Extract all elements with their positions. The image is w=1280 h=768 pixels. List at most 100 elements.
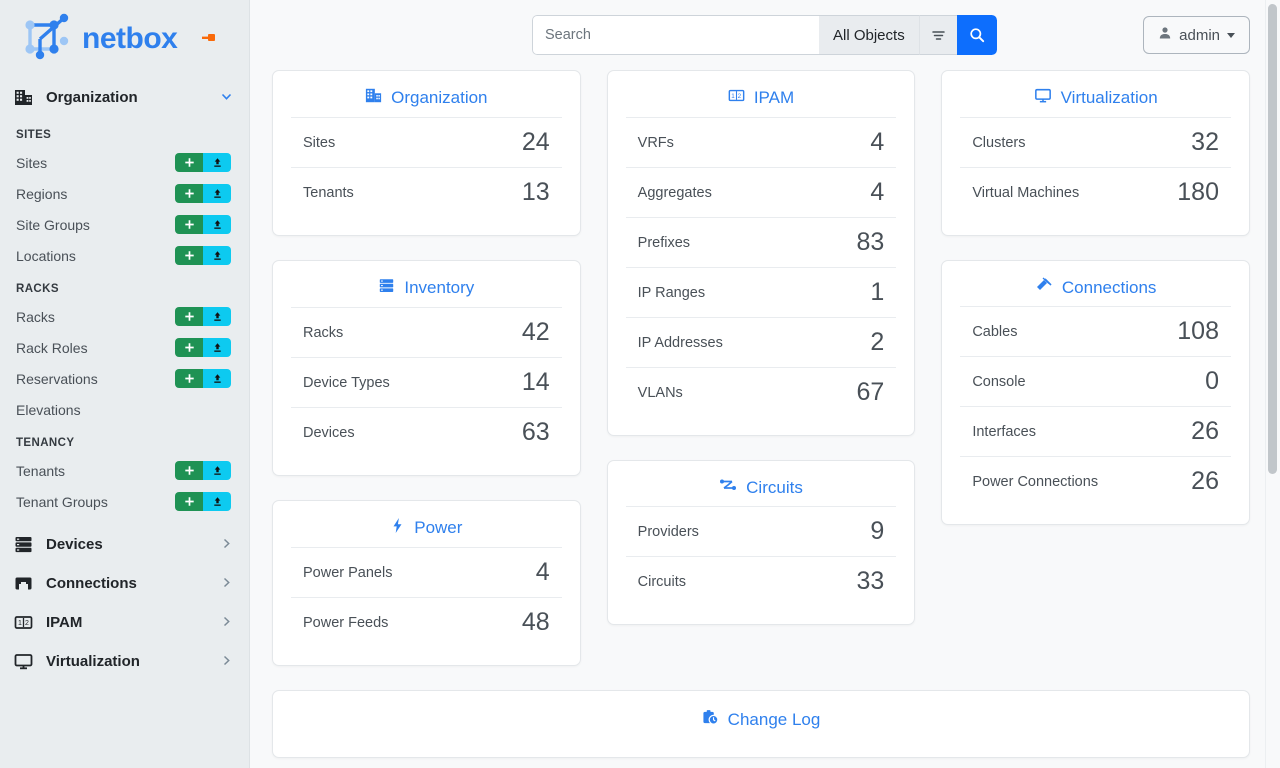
pin-icon[interactable] — [201, 30, 219, 48]
stat-row[interactable]: Console 0 — [960, 356, 1231, 406]
stat-row[interactable]: Clusters 32 — [960, 117, 1231, 167]
stat-row[interactable]: Power Feeds 48 — [291, 597, 562, 647]
sidebar-item-label: Rack Roles — [16, 339, 88, 356]
sidebar-item-reservations[interactable]: Reservations — [0, 363, 249, 394]
search-scope-dropdown[interactable]: All Objects — [819, 15, 919, 55]
sidebar-actions — [175, 307, 231, 326]
stat-label: Circuits — [637, 573, 686, 590]
sidebar-group-organization[interactable]: Organization — [0, 78, 249, 117]
add-locations-button[interactable] — [175, 246, 203, 265]
sidebar-item-rack-roles[interactable]: Rack Roles — [0, 332, 249, 363]
sidebar-group-connections[interactable]: Connections — [0, 564, 249, 603]
add-rack-roles-button[interactable] — [175, 338, 203, 357]
stat-row[interactable]: Power Panels 4 — [291, 547, 562, 597]
chevron-right-icon[interactable] — [220, 537, 233, 553]
stat-row[interactable]: Devices 63 — [291, 407, 562, 457]
search-submit-button[interactable] — [956, 15, 997, 55]
sidebar-item-tenants[interactable]: Tenants — [0, 455, 249, 486]
import-sites-button[interactable] — [203, 153, 231, 172]
filter-icon[interactable] — [918, 15, 957, 55]
sidebar-item-label: Site Groups — [16, 216, 90, 233]
card-title-power[interactable]: Power — [291, 517, 562, 539]
stat-row[interactable]: Sites 24 — [291, 117, 562, 167]
import-racks-button[interactable] — [203, 307, 231, 326]
add-racks-button[interactable] — [175, 307, 203, 326]
sidebar-item-tenant-groups[interactable]: Tenant Groups — [0, 486, 249, 517]
card-organization: Organization Sites 24 Tenants 13 — [272, 70, 581, 236]
search-input[interactable] — [532, 15, 819, 55]
sidebar-item-racks[interactable]: Racks — [0, 301, 249, 332]
dashboard-content: Organization Sites 24 Tenants 13 — [250, 70, 1280, 768]
stat-row[interactable]: VRFs 4 — [625, 117, 897, 167]
stat-row[interactable]: Power Connections 26 — [960, 456, 1231, 506]
stat-row[interactable]: Interfaces 26 — [960, 406, 1231, 456]
brand-logo[interactable]: netbox — [18, 13, 178, 66]
import-tenants-button[interactable] — [203, 461, 231, 480]
sidebar-actions — [175, 369, 231, 388]
add-reservations-button[interactable] — [175, 369, 203, 388]
sidebar-item-elevations[interactable]: Elevations — [0, 394, 249, 425]
stat-row[interactable]: Circuits 33 — [625, 556, 897, 606]
sidebar-group-virtualization[interactable]: Virtualization — [0, 642, 249, 681]
stat-row[interactable]: Prefixes 83 — [625, 217, 897, 267]
stat-label: VRFs — [637, 134, 674, 151]
dashboard-column-3: Virtualization Clusters 32 Virtual Machi… — [941, 70, 1250, 525]
stat-row[interactable]: IP Addresses 2 — [625, 317, 897, 367]
stat-row[interactable]: Device Types 14 — [291, 357, 562, 407]
stat-row[interactable]: Cables 108 — [960, 306, 1231, 356]
stat-row[interactable]: VLANs 67 — [625, 367, 897, 417]
chevron-right-icon[interactable] — [220, 654, 233, 670]
stat-value: 4 — [870, 128, 885, 156]
sidebar-item-sites[interactable]: Sites — [0, 147, 249, 178]
chevron-right-icon[interactable] — [220, 576, 233, 592]
stat-value: 1 — [870, 278, 885, 306]
card-title-virtualization[interactable]: Virtualization — [960, 87, 1231, 109]
stat-value: 4 — [535, 558, 550, 586]
card-title-changelog[interactable]: Change Log — [291, 709, 1231, 731]
card-title-inventory[interactable]: Inventory — [291, 277, 562, 299]
add-tenant-groups-button[interactable] — [175, 492, 203, 511]
stat-value: 9 — [870, 517, 885, 545]
card-title-text: Circuits — [746, 477, 803, 497]
sidebar-group-ipam[interactable]: 1 2 IPAM — [0, 603, 249, 642]
add-site-groups-button[interactable] — [175, 215, 203, 234]
sidebar-item-locations[interactable]: Locations — [0, 240, 249, 271]
stat-row[interactable]: IP Ranges 1 — [625, 267, 897, 317]
import-rack-roles-button[interactable] — [203, 338, 231, 357]
import-locations-button[interactable] — [203, 246, 231, 265]
card-title-circuits[interactable]: Circuits — [626, 477, 897, 498]
stat-value: 48 — [521, 608, 550, 636]
add-regions-button[interactable] — [175, 184, 203, 203]
card-changelog: Change Log — [272, 690, 1250, 758]
sidebar-actions — [175, 492, 231, 511]
stat-row[interactable]: Providers 9 — [625, 506, 897, 556]
stat-row[interactable]: Aggregates 4 — [625, 167, 897, 217]
brand-header[interactable]: netbox — [0, 0, 249, 78]
import-site-groups-button[interactable] — [203, 215, 231, 234]
add-sites-button[interactable] — [175, 153, 203, 172]
user-menu[interactable]: admin — [1143, 16, 1250, 54]
card-title-ipam[interactable]: 1 2 IPAM — [626, 87, 897, 109]
stat-row[interactable]: Racks 42 — [291, 307, 562, 357]
import-reservations-button[interactable] — [203, 369, 231, 388]
card-title-organization[interactable]: Organization — [291, 87, 562, 109]
sidebar-item-site-groups[interactable]: Site Groups — [0, 209, 249, 240]
vertical-scrollbar[interactable] — [1265, 0, 1280, 768]
import-tenant-groups-button[interactable] — [203, 492, 231, 511]
sidebar-actions — [175, 215, 231, 234]
card-title-connections[interactable]: Connections — [960, 277, 1231, 298]
scrollbar-thumb[interactable] — [1268, 4, 1277, 474]
chevron-right-icon[interactable] — [220, 615, 233, 631]
sidebar-item-regions[interactable]: Regions — [0, 178, 249, 209]
card-ipam: 1 2 IPAM VRFs 4 Aggregates 4 — [606, 70, 916, 436]
import-regions-button[interactable] — [203, 184, 231, 203]
stat-value: 2 — [870, 328, 885, 356]
chevron-down-icon[interactable] — [220, 90, 233, 106]
stat-value: 63 — [521, 418, 550, 446]
add-tenants-button[interactable] — [175, 461, 203, 480]
sidebar-group-devices[interactable]: Devices — [0, 525, 249, 564]
sidebar-group-title: Devices — [46, 536, 103, 553]
stat-row[interactable]: Tenants 13 — [291, 167, 562, 217]
card-title-text: IPAM — [753, 88, 795, 107]
stat-row[interactable]: Virtual Machines 180 — [960, 167, 1231, 217]
